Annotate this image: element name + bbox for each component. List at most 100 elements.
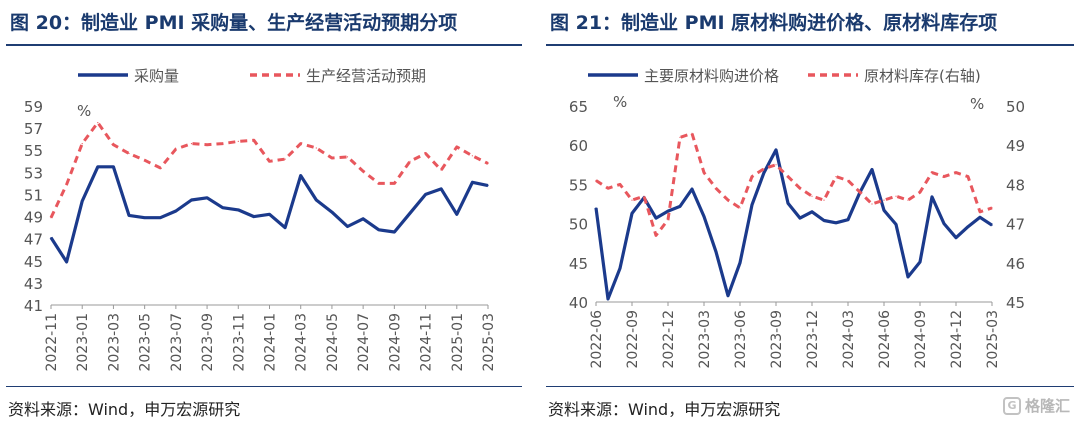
data-point-series-2 — [237, 140, 239, 142]
data-point-series-1 — [955, 237, 957, 239]
data-point-series-2 — [847, 179, 849, 182]
x-tick-label: 2024-09 — [387, 313, 403, 372]
data-point-series-2 — [300, 143, 302, 145]
data-point-series-2 — [823, 199, 825, 201]
x-tick-label: 2022-11 — [44, 313, 60, 372]
data-point-series-1 — [378, 229, 380, 231]
data-point-series-1 — [50, 237, 52, 239]
x-tick-label: 2025-01 — [450, 313, 466, 372]
data-point-series-1 — [763, 172, 765, 174]
data-point-series-2 — [931, 172, 933, 174]
data-point-series-1 — [159, 217, 161, 219]
data-point-series-1 — [787, 202, 789, 204]
x-tick-label: 2022-06 — [589, 310, 605, 369]
y-tick-label-left: 41 — [24, 297, 43, 315]
data-point-series-1 — [967, 226, 969, 228]
data-point-series-1 — [456, 213, 458, 215]
data-point-series-2 — [907, 199, 909, 201]
data-point-series-2 — [775, 164, 777, 166]
data-point-series-2 — [268, 160, 271, 162]
x-tick-label: 2023-01 — [75, 313, 91, 372]
series-line-2 — [49, 121, 489, 219]
data-point-series-2 — [253, 139, 255, 141]
data-point-series-2 — [425, 152, 427, 155]
x-tick-label: 2024-03 — [841, 310, 857, 369]
y-tick-label-left: 50 — [569, 216, 588, 234]
x-tick-label: 2024-05 — [325, 313, 341, 372]
data-point-series-2 — [128, 152, 130, 155]
y-tick-label-left: 51 — [24, 186, 43, 204]
data-point-series-2 — [222, 143, 224, 145]
x-tick-label: 2024-07 — [356, 313, 372, 372]
data-point-series-2 — [284, 158, 286, 160]
data-point-series-1 — [703, 215, 705, 218]
x-tick-label: 2023-06 — [733, 310, 749, 369]
data-point-series-1 — [237, 209, 239, 211]
x-tick-label: 2024-06 — [877, 310, 893, 369]
data-point-series-2 — [487, 162, 489, 165]
legend-label-2: 生产经营活动预期 — [306, 67, 426, 85]
data-point-series-1 — [362, 218, 364, 220]
data-point-series-2 — [409, 160, 411, 162]
right-source-note: 资料来源：Wind，申万宏源研究 — [548, 400, 781, 419]
y-tick-label-right: 45 — [1006, 294, 1025, 312]
data-point-series-1 — [409, 212, 411, 214]
x-tick-label: 2022-12 — [661, 310, 677, 369]
data-point-series-2 — [667, 219, 669, 221]
data-point-series-1 — [425, 193, 427, 195]
data-point-series-1 — [979, 216, 981, 218]
y-tick-label-right: 50 — [1006, 98, 1025, 116]
data-point-series-2 — [799, 187, 801, 189]
x-tick-label: 2023-09 — [769, 310, 785, 369]
data-point-series-2 — [715, 187, 717, 189]
data-point-series-2 — [703, 172, 705, 174]
y-tick-label-left: 45 — [569, 255, 588, 273]
y-tick-label-left: 55 — [569, 176, 588, 194]
data-point-series-1 — [751, 204, 753, 206]
data-point-series-2 — [619, 183, 621, 185]
data-point-series-1 — [440, 188, 442, 190]
data-point-series-2 — [66, 183, 68, 186]
data-point-series-1 — [691, 188, 693, 190]
x-tick-label: 2025-03 — [481, 313, 497, 372]
data-point-series-1 — [667, 210, 669, 212]
x-tick-label: 2023-07 — [169, 313, 185, 372]
data-point-series-1 — [619, 267, 621, 269]
x-tick-label: 2023-11 — [231, 313, 247, 372]
x-tick-label: 2024-12 — [949, 310, 965, 369]
data-point-series-2 — [440, 169, 442, 171]
data-point-series-2 — [97, 122, 99, 124]
data-point-series-1 — [393, 231, 395, 233]
data-point-series-2 — [787, 176, 789, 178]
x-tick-label: 2024-03 — [294, 313, 310, 372]
x-tick-label: 2024-11 — [419, 313, 435, 372]
y-tick-label-right: 46 — [1006, 255, 1025, 273]
data-point-series-2 — [727, 199, 729, 201]
left-chart-title: 图 20：制造业 PMI 采购量、生产经营活动预期分项 — [10, 12, 458, 34]
data-point-series-2 — [144, 159, 146, 161]
data-point-series-2 — [159, 167, 161, 169]
y-tick-label-left: 55 — [24, 142, 43, 160]
y-tick-label-right: 49 — [1006, 137, 1025, 155]
data-point-series-2 — [362, 170, 364, 172]
x-tick-label: 2023-12 — [805, 310, 821, 369]
data-point-series-1 — [715, 251, 717, 253]
data-point-series-1 — [284, 227, 286, 229]
y-tick-label-right: 48 — [1006, 176, 1025, 194]
data-point-series-2 — [206, 144, 208, 146]
data-point-series-1 — [811, 211, 813, 213]
y-tick-label-right: 47 — [1006, 216, 1025, 234]
y-tick-label-left: 43 — [24, 275, 43, 293]
data-point-series-1 — [222, 207, 224, 209]
data-point-series-1 — [190, 199, 193, 201]
data-point-series-1 — [871, 168, 873, 171]
data-point-series-2 — [50, 217, 52, 219]
y-tick-label-left: 60 — [569, 137, 588, 155]
series-line-1 — [594, 148, 993, 301]
y-tick-label-left: 57 — [24, 120, 43, 138]
x-tick-label: 2024-01 — [263, 313, 279, 372]
x-tick-label: 2022-09 — [625, 310, 641, 369]
data-point-series-1 — [655, 217, 657, 219]
data-point-series-2 — [331, 157, 333, 159]
data-point-series-2 — [967, 176, 969, 178]
